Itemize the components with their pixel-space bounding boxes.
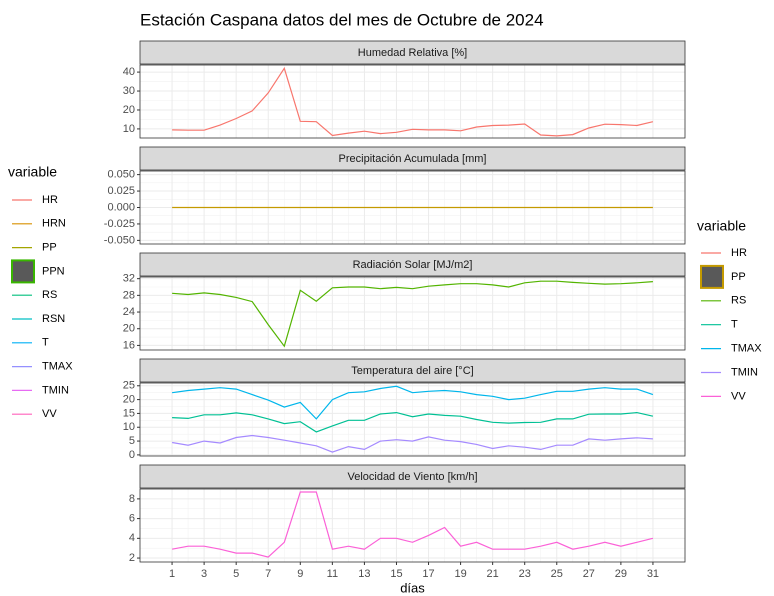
strip — [139, 358, 686, 383]
panel-border — [139, 170, 686, 245]
legend-label: TMAX — [42, 361, 73, 373]
series-line — [171, 491, 654, 558]
series-line — [172, 411, 654, 433]
legend-label: TMIN — [42, 384, 69, 396]
x-tick-label: 1 — [169, 568, 175, 580]
legend-title: variable — [697, 218, 746, 234]
strip — [139, 464, 686, 489]
y-tick-label: 4 — [129, 532, 135, 544]
x-tick-label: 11 — [327, 568, 338, 580]
legend-label: HR — [731, 247, 747, 259]
y-tick-label: 24 — [123, 306, 135, 318]
legend-key — [11, 259, 35, 284]
strip-title: Precipitación Acumulada [mm] — [339, 153, 487, 165]
strip-title: Temperatura del aire [°C] — [351, 365, 473, 377]
strip — [139, 252, 686, 277]
legend-label: TMAX — [731, 343, 762, 355]
x-tick-label: 19 — [454, 568, 466, 580]
y-tick-label: 5 — [129, 435, 135, 447]
panel-border — [139, 382, 686, 457]
x-tick-label: 29 — [615, 568, 627, 580]
y-tick-label: -0.025 — [104, 218, 135, 230]
legend-label: VV — [42, 408, 57, 420]
legend-label: HR — [42, 194, 58, 206]
panel-border — [139, 488, 686, 563]
legend-label: PP — [731, 271, 746, 283]
y-tick-label: 25 — [123, 380, 135, 392]
y-tick-label: 0.050 — [107, 169, 135, 181]
series-line — [172, 385, 654, 420]
legend-label: TMIN — [731, 366, 758, 378]
y-tick-label: 20 — [123, 323, 135, 335]
y-tick-label: 0 — [129, 449, 135, 461]
y-tick-label: 2 — [129, 552, 135, 564]
legend-label: PP — [42, 242, 57, 254]
legend-label: RS — [731, 295, 746, 307]
y-tick-label: 15 — [123, 407, 135, 419]
strip-title: Velocidad de Viento [km/h] — [347, 471, 477, 483]
y-tick-label: 10 — [123, 123, 135, 135]
x-tick-label: 25 — [551, 568, 563, 580]
x-tick-label: 17 — [422, 568, 434, 580]
y-tick-label: 0.000 — [107, 201, 135, 213]
strip-title: Humedad Relativa [%] — [358, 47, 467, 59]
y-tick-label: 16 — [123, 339, 135, 351]
y-tick-label: -0.050 — [104, 234, 135, 246]
x-tick-label: 21 — [487, 568, 499, 580]
y-tick-label: 10 — [123, 421, 135, 433]
x-tick-label: 31 — [647, 568, 659, 580]
legend-label: RS — [42, 289, 57, 301]
x-tick-label: 27 — [583, 568, 595, 580]
y-tick-label: 6 — [129, 513, 135, 525]
panel-border — [139, 276, 686, 351]
x-tick-label: 13 — [358, 568, 370, 580]
y-tick-label: 8 — [129, 493, 135, 505]
y-tick-label: 0.025 — [107, 185, 135, 197]
legend-label: RSN — [42, 313, 65, 325]
legend-title: variable — [8, 164, 57, 180]
panel-border — [139, 64, 686, 139]
legend-label: VV — [731, 390, 746, 402]
legend-key — [700, 264, 724, 289]
x-tick-label: 9 — [297, 568, 303, 580]
y-tick-label: 20 — [123, 104, 135, 116]
legend-label: PPN — [42, 265, 65, 277]
legend-label: T — [731, 319, 738, 331]
series-line — [172, 434, 653, 453]
x-tick-label: 15 — [390, 568, 402, 580]
series-line — [172, 280, 653, 348]
strip — [139, 146, 686, 171]
strip-title: Radiación Solar [MJ/m2] — [353, 259, 473, 271]
x-tick-label: 23 — [519, 568, 531, 580]
x-tick-label: 3 — [201, 568, 207, 580]
y-tick-label: 28 — [123, 289, 135, 301]
y-tick-label: 20 — [123, 393, 135, 405]
x-tick-label: 7 — [265, 568, 271, 580]
x-tick-label: 5 — [233, 568, 239, 580]
legend-label: T — [42, 337, 49, 349]
legend-label: HRN — [42, 218, 66, 230]
y-tick-label: 40 — [123, 66, 135, 78]
y-tick-label: 32 — [123, 273, 135, 285]
y-tick-label: 30 — [123, 85, 135, 97]
x-axis-label: días — [400, 580, 425, 595]
chart-title: Estación Caspana datos del mes de Octubr… — [140, 10, 544, 29]
series-line — [172, 66, 654, 137]
strip — [139, 40, 686, 65]
